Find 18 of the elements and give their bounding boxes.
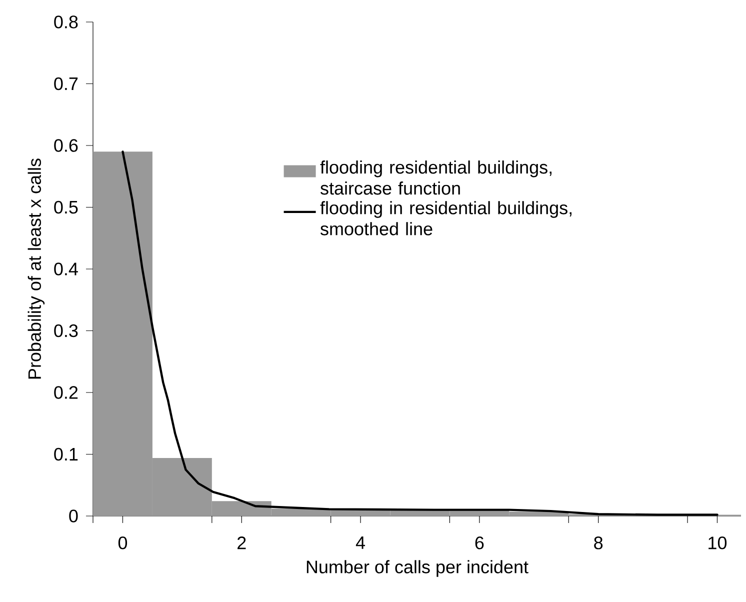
y-tick-label: 0 bbox=[69, 510, 78, 522]
x-tick-label: 2 bbox=[238, 536, 246, 550]
x-tick-label: 10 bbox=[708, 536, 727, 550]
legend-label: flooding in residential buildings, smoothed line bbox=[320, 201, 572, 236]
x-axis-title: Number of calls per incident bbox=[306, 560, 528, 577]
y-tick-label: 0.7 bbox=[54, 77, 78, 90]
y-tick-label: 0.4 bbox=[54, 262, 78, 276]
y-tick-label: 0.3 bbox=[54, 324, 78, 338]
y-tick-label: 0.2 bbox=[54, 386, 78, 399]
y-axis-title: Probability of at least x calls bbox=[28, 158, 45, 379]
y-tick-label: 0.8 bbox=[54, 16, 78, 28]
x-tick-label: 0 bbox=[118, 536, 128, 550]
x-tick-label: 4 bbox=[356, 536, 366, 549]
x-tick-label: 8 bbox=[594, 536, 603, 550]
y-tick-label: 0.1 bbox=[54, 448, 78, 461]
y-tick-label: 0.5 bbox=[54, 200, 78, 214]
y-tick-label: 0.6 bbox=[54, 139, 78, 152]
x-tick-label: 6 bbox=[475, 536, 484, 550]
